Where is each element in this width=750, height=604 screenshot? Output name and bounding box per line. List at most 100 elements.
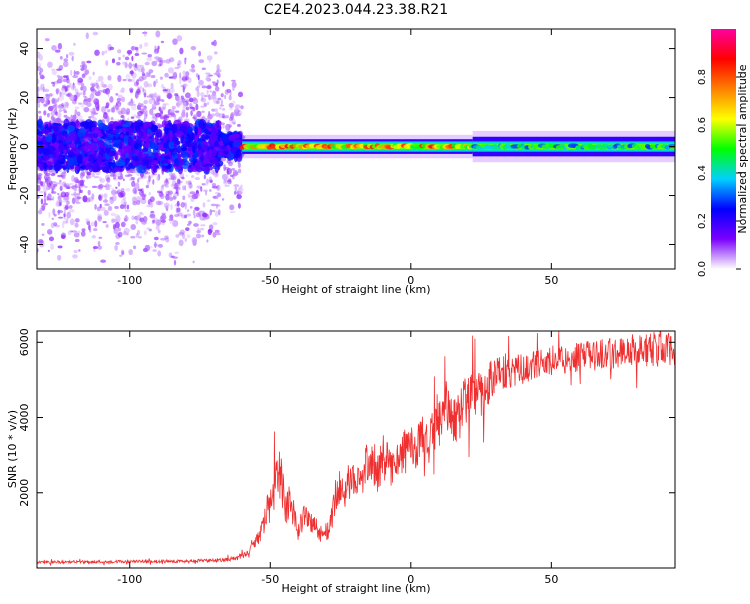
spectrogram-scatter-cell [47, 249, 51, 253]
spectrogram-scatter-cell [41, 99, 45, 103]
spectrogram-scatter-cell [162, 89, 169, 92]
spectrogram-scatter-cell [112, 105, 116, 110]
spectrogram-core-cell [82, 135, 88, 144]
spectrogram-scatter-cell [99, 178, 106, 184]
spectrogram-core-cell [122, 123, 129, 128]
snr-y-tick-label: 4000 [18, 404, 31, 432]
spectrogram-scatter-cell [93, 228, 98, 232]
spectrogram-core-cell [161, 120, 167, 128]
spectrogram-scatter-cell [191, 193, 198, 200]
spectrogram-scatter-cell [130, 224, 137, 231]
spectrogram-scatter-cell [105, 183, 110, 189]
spectrogram-scatter-cell [43, 174, 49, 181]
spectrogram-scatter-cell [130, 46, 137, 51]
spectrogram-scatter-cell [189, 191, 196, 195]
spectrogram-scatter-cell [141, 194, 144, 200]
spectrogram-scatter-cell [64, 101, 69, 107]
spectrogram-scatter-cell [213, 39, 217, 47]
spectrogram-scatter-cell [100, 259, 107, 263]
spectrogram-scatter-cell [168, 87, 175, 94]
spectrogram-core-cell [111, 159, 116, 170]
spectrogram-scatter-cell [197, 227, 200, 231]
spectrogram-core-cell [136, 164, 143, 174]
spectrogram-scatter-cell [198, 59, 205, 64]
spectrogram-scatter-cell [146, 95, 153, 98]
spectrogram-y-tick-label: -40 [18, 236, 31, 254]
spectrogram-scatter-cell [132, 114, 137, 118]
spectrogram-scatter-cell [211, 209, 216, 213]
spectrogram-scatter-cell [116, 97, 122, 102]
spectrogram-scatter-cell [184, 237, 187, 242]
spectrogram-scatter-cell [215, 70, 220, 77]
spectrogram-scatter-cell [66, 85, 70, 88]
spectrogram-scatter-cell [90, 221, 95, 227]
spectrogram-scatter-cell [37, 86, 40, 93]
spectrogram-scatter-cell [46, 113, 50, 118]
spectrogram-scatter-cell [224, 115, 230, 119]
spectrogram-scatter-cell [117, 181, 121, 187]
spectrogram-scatter-cell [69, 94, 75, 101]
spectrogram-scatter-cell [92, 31, 99, 36]
spectrogram-scatter-cell [59, 185, 63, 191]
colorbar: 0.0 0.2 0.4 0.6 0.8 Normalized spectral ampl… [697, 29, 749, 277]
spectrogram-core-cell [208, 148, 212, 158]
spectrogram-scatter-cell [91, 83, 96, 88]
spectrogram-scatter-cell [238, 187, 244, 192]
spectrogram-scatter-cell [206, 101, 210, 106]
spectrogram-scatter-cell [80, 102, 85, 109]
spectrogram-scatter-cell [217, 97, 222, 101]
spectrogram-scatter-cell [182, 101, 187, 109]
spectrogram-scatter-cell [120, 221, 126, 228]
spectrogram-scatter-cell [230, 111, 236, 116]
spectrogram-scatter-cell [170, 82, 174, 89]
spectrogram-scatter-cell [195, 73, 199, 78]
spectrogram-scatter-cell [117, 231, 123, 238]
spectrogram-scatter-cell [62, 78, 68, 83]
spectrogram-scatter-cell [184, 185, 187, 191]
spectrogram-scatter-cell [205, 85, 212, 90]
spectrogram-scatter-cell [176, 35, 183, 42]
spectrogram-scatter-cell [117, 75, 122, 82]
spectrogram-scatter-cell [231, 118, 236, 125]
spectrogram-scatter-cell [139, 85, 142, 90]
spectrogram-core-cell [53, 162, 62, 171]
spectrogram-scatter-cell [218, 209, 221, 216]
spectrogram-scatter-cell [38, 190, 45, 194]
spectrogram-scatter-cell [97, 214, 102, 222]
spectrogram-scatter-cell [92, 246, 99, 250]
spectrogram-core-cell [156, 152, 162, 162]
spectrogram-scatter-cell [146, 227, 151, 230]
spectrogram-scatter-cell [178, 239, 184, 247]
spectrogram-frame [36, 28, 676, 270]
snr-y-ticks: 2000 4000 6000 [18, 328, 675, 507]
spectrogram-scatter-cell [62, 200, 69, 203]
spectrogram-scatter-cell [128, 100, 135, 104]
spectrogram-core-cell [73, 147, 78, 153]
spectrogram-scatter-cell [74, 88, 79, 95]
spectrogram-scatter-cell [111, 58, 116, 64]
spectrogram-scatter-cell [188, 97, 194, 103]
spectrogram-scatter-cell [105, 60, 109, 66]
spectrogram-scatter-cell [101, 106, 107, 113]
spectrogram-scatter-cell [40, 180, 44, 187]
spectrogram-scatter-cell [200, 97, 207, 103]
spectrogram-scatter-cell [234, 107, 239, 112]
spectrogram-core-cell [37, 129, 41, 135]
spectrogram-scatter-cell [224, 94, 227, 99]
spectrogram-scatter-cell [47, 61, 53, 68]
spectrogram-scatter-cell [52, 183, 58, 187]
spectrogram-core-cell [79, 128, 87, 134]
snr-panel: -100 -50 0 50 2000 4000 6000 Height of straig… [6, 328, 676, 595]
spectrogram-scatter-cell [199, 92, 205, 97]
spectrogram-scatter-cell [135, 219, 139, 225]
spectrogram-core-cell [164, 125, 169, 136]
spectrogram-scatter-cell [138, 76, 144, 82]
spectrogram-scatter-cell [62, 61, 69, 68]
spectrogram-scatter-cell [106, 109, 111, 113]
spectrogram-scatter-cell [218, 112, 224, 119]
spectrogram-scatter-cell [176, 200, 180, 207]
spectrogram-scatter-cell [107, 90, 110, 97]
spectrogram-core-cell [229, 139, 234, 149]
spectrogram-core-cell [120, 134, 124, 139]
spectrogram-scatter-cell [200, 105, 205, 108]
